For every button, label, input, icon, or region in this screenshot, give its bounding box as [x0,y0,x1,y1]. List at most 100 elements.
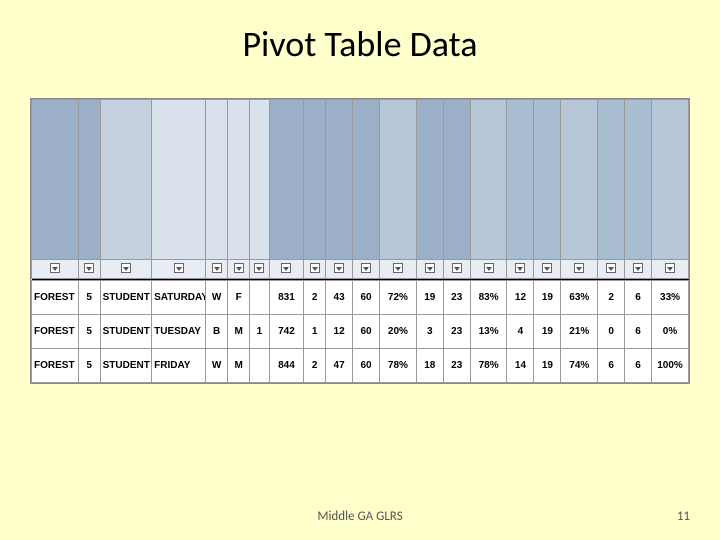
filter-cell-numoppct[interactable] [470,260,507,279]
filter-dropdown-icon[interactable] [254,263,264,273]
cell-measnum: 19 [534,315,561,349]
col-header-measnum: MeasNum [534,100,561,260]
filter-cell-ethnic[interactable] [206,260,228,279]
col-header-geompct: GEOM% [652,100,689,260]
cell-numoppct: 13% [470,315,507,349]
cell-clsname: FOREST [32,349,79,383]
cell-fname: TUESDAY [152,315,206,349]
cell-nonum: 23 [443,315,470,349]
filter-cell-geompct[interactable] [652,260,689,279]
cell-iep: 1 [250,315,270,349]
table-row: FOREST5STUDENT 2SATURDAYWF8312436072%192… [32,281,689,315]
filter-cell-grade[interactable] [78,260,100,279]
cell-ethnic: W [206,349,228,383]
cell-fname: SATURDAY [152,281,206,315]
col-header-label: Ethnic [206,179,217,260]
col-header-nonum: NONum [443,100,470,260]
col-header-label: Grade [78,179,89,260]
filter-cell-matss[interactable] [269,260,303,279]
footer-center: Middle GA GLRS [0,509,720,524]
filter-cell-noraw[interactable] [416,260,443,279]
filter-dropdown-icon[interactable] [515,263,525,273]
col-header-georaw: GeoRaw [598,100,625,260]
cell-lname: STUDENT 5 [100,349,151,383]
col-header-label: MeasRaw [507,179,520,260]
filter-cell-gender[interactable] [228,260,250,279]
filter-dropdown-icon[interactable] [542,263,552,273]
filter-cell-measpct[interactable] [561,260,598,279]
filter-dropdown-icon[interactable] [484,263,494,273]
cell-mattotpct: 20% [380,315,417,349]
cell-geompct: 100% [652,349,689,383]
filter-cell-iep[interactable] [250,260,270,279]
filter-dropdown-icon[interactable] [121,263,131,273]
col-header-grade: Grade [78,100,100,260]
cell-matscore: 12 [326,315,353,349]
cell-lname: STUDENT 3 [100,315,151,349]
filter-dropdown-icon[interactable] [574,263,584,273]
col-header-label: Gender [228,179,239,260]
filter-cell-clsname[interactable] [32,260,79,279]
filter-dropdown-icon[interactable] [665,263,675,273]
filter-dropdown-icon[interactable] [425,263,435,273]
col-header-gender: Gender [228,100,250,260]
col-header-measraw: MeasRaw [507,100,534,260]
filter-cell-nonum[interactable] [443,260,470,279]
filter-cell-measnum[interactable] [534,260,561,279]
filter-cell-georaw[interactable] [598,260,625,279]
filter-dropdown-icon[interactable] [361,263,371,273]
cell-matscore: 43 [326,281,353,315]
filter-dropdown-icon[interactable] [174,263,184,273]
data-body: FOREST5STUDENT 2SATURDAYWF8312436072%192… [32,281,689,383]
col-header-label: GEOM% [655,179,670,260]
cell-matpl: 2 [304,281,326,315]
filter-cell-matscore[interactable] [326,260,353,279]
cell-noraw: 18 [416,349,443,383]
pivot-table: CLSnameGradeLnameFnameEthnicGenderIEPMAT… [31,99,689,383]
filter-dropdown-icon[interactable] [234,263,244,273]
cell-measpct: 63% [561,281,598,315]
filter-cell-fname[interactable] [152,260,206,279]
filter-row [32,260,689,279]
col-header-label: NONum [443,179,456,260]
cell-mattotpct: 78% [380,349,417,383]
filter-cell-lname[interactable] [100,260,151,279]
col-header-lname: Lname [100,100,151,260]
filter-dropdown-icon[interactable] [452,263,462,273]
cell-gender: M [228,315,250,349]
cell-matscore: 47 [326,349,353,383]
cell-grade: 5 [78,315,100,349]
col-header-label: GeoNum [625,179,638,260]
filter-dropdown-icon[interactable] [84,263,94,273]
filter-dropdown-icon[interactable] [393,263,403,273]
cell-georaw: 6 [598,349,625,383]
filter-dropdown-icon[interactable] [310,263,320,273]
cell-matpl: 2 [304,349,326,383]
filter-dropdown-icon[interactable] [633,263,643,273]
cell-fname: FRIDAY [152,349,206,383]
cell-gender: M [228,349,250,383]
filter-cell-matpl[interactable] [304,260,326,279]
col-header-label: MATPL [304,179,315,260]
filter-cell-measraw[interactable] [507,260,534,279]
col-header-matnum: MATNum [353,100,380,260]
cell-measpct: 21% [561,315,598,349]
col-header-label: MATTOT% [383,179,398,260]
filter-cell-matnum[interactable] [353,260,380,279]
filter-dropdown-icon[interactable] [606,263,616,273]
filter-cell-mattotpct[interactable] [380,260,417,279]
col-header-numoppct: NUM-OP% [470,100,507,260]
filter-dropdown-icon[interactable] [281,263,291,273]
filter-dropdown-icon[interactable] [212,263,222,273]
filter-dropdown-icon[interactable] [334,263,344,273]
cell-matss: 831 [269,281,303,315]
filter-dropdown-icon[interactable] [50,263,60,273]
cell-georaw: 2 [598,281,625,315]
cell-measnum: 19 [534,349,561,383]
col-header-label: MEAS% [564,179,579,260]
cell-mattotpct: 72% [380,281,417,315]
cell-numoppct: 78% [470,349,507,383]
slide-title: Pivot Table Data [0,22,720,66]
filter-cell-geonum[interactable] [625,260,652,279]
cell-measraw: 14 [507,349,534,383]
